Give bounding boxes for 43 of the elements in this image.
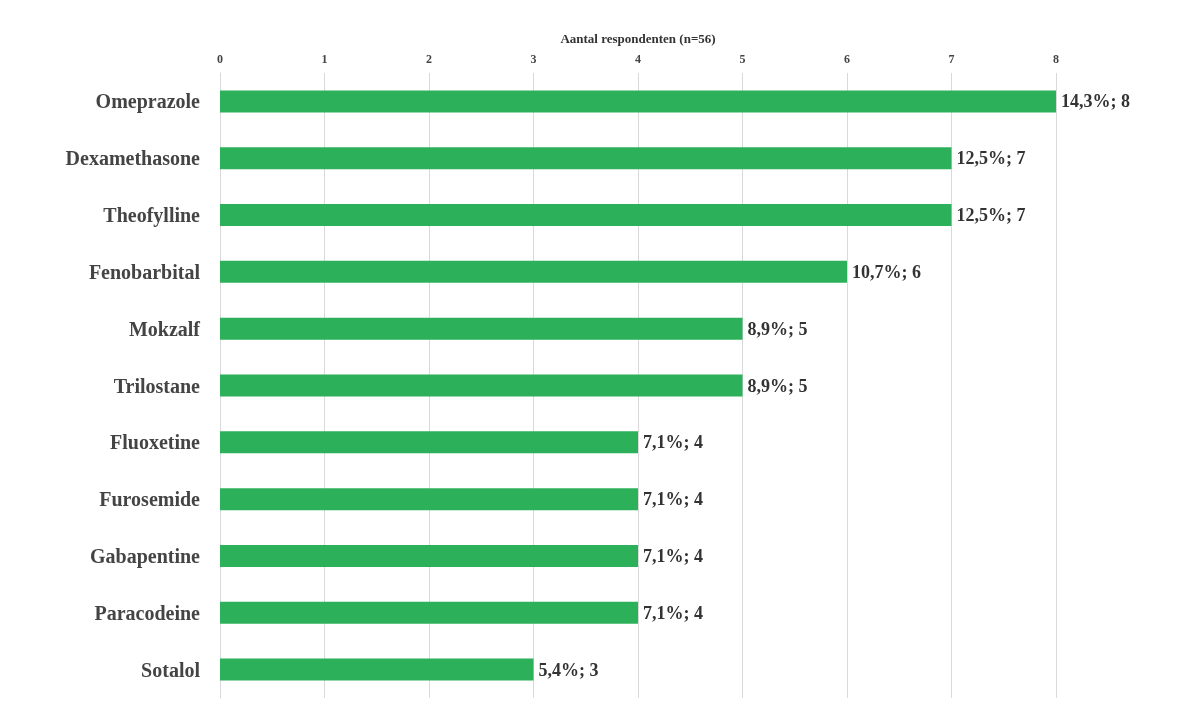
y-tick-label: Fenobarbital — [88, 260, 201, 283]
y-tick-label: Furosemide — [99, 488, 201, 511]
y-tick-label: Mokzalf — [128, 317, 201, 340]
y-tick-label: Gabapentine — [89, 544, 201, 568]
y-tick-label: Omeprazole — [95, 90, 201, 114]
data-label: 10,7%; 6 — [852, 261, 921, 282]
data-label: 7,1%; 4 — [643, 545, 703, 566]
data-label: 5,4%; 3 — [538, 659, 599, 680]
y-tick-label: Theofylline — [103, 204, 201, 228]
data-label: 14,3%; 8 — [1061, 91, 1130, 112]
y-tick-label: Fluoxetine — [110, 431, 201, 454]
x-tick-label: 8 — [1053, 52, 1059, 66]
bar — [220, 90, 1056, 113]
bar — [220, 374, 743, 397]
x-tick-label: 4 — [635, 52, 641, 66]
x-tick-label: 1 — [321, 52, 328, 66]
y-tick-label: Paracodeine — [94, 601, 201, 624]
x-tick-label: 6 — [844, 52, 850, 66]
bar — [220, 317, 743, 340]
x-tick-label: 2 — [426, 52, 432, 66]
data-label: 7,1%; 4 — [643, 602, 703, 623]
data-label: 7,1%; 4 — [643, 489, 703, 510]
y-tick-label: Trilostane — [113, 374, 201, 397]
y-tick-label: Sotalol — [141, 658, 201, 681]
bar — [220, 147, 952, 170]
x-tick-label: 3 — [530, 52, 537, 66]
y-tick-label: Dexamethasone — [65, 147, 201, 170]
bar — [220, 658, 534, 681]
x-axis-title: Aantal respondenten (n=56) — [560, 31, 716, 46]
data-label: 8,9%; 5 — [747, 375, 808, 396]
bar — [220, 260, 847, 283]
bar — [220, 601, 638, 624]
bar — [220, 488, 638, 511]
x-tick-label: 7 — [948, 52, 955, 66]
bar — [220, 431, 638, 454]
data-label: 8,9%; 5 — [747, 318, 808, 339]
x-tick-label: 5 — [739, 52, 746, 66]
data-label: 7,1%; 4 — [643, 432, 703, 453]
data-label: 12,5%; 7 — [956, 148, 1026, 169]
x-tick-label: 0 — [217, 52, 223, 66]
data-label: 12,5%; 7 — [956, 205, 1026, 226]
bar — [220, 544, 638, 567]
bar — [220, 204, 952, 227]
